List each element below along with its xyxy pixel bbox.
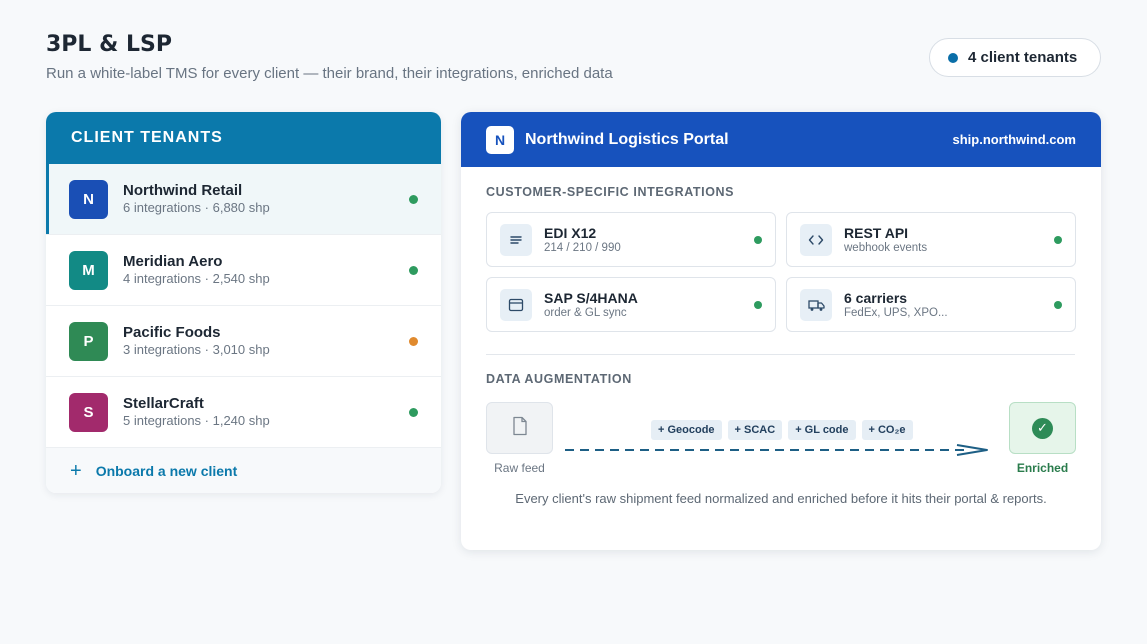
tenant-count-label: 4 client tenants xyxy=(968,49,1078,66)
tenant-avatar: P xyxy=(69,321,108,361)
enriched-node: ✓ xyxy=(1009,402,1076,454)
integration-card-carriers[interactable]: 6 carriers FedEx, UPS, XPO... xyxy=(786,277,1076,332)
augmentation-description: Every client's raw shipment feed normali… xyxy=(515,491,1047,506)
client-tenants-heading: CLIENT TENANTS xyxy=(46,112,441,164)
tenant-meta: 4 integrations · 2,540 shp xyxy=(123,271,270,286)
enrichment-chip: + Geocode xyxy=(651,420,722,440)
integration-title: SAP S/4HANA xyxy=(544,289,638,306)
enrichment-chips: + Geocode + SCAC + GL code + CO₂e xyxy=(651,420,919,440)
portal-header: N Northwind Logistics Portal ship.northw… xyxy=(461,112,1101,167)
integration-subtitle: order & GL sync xyxy=(544,306,627,319)
status-dot-icon xyxy=(754,235,762,244)
status-dot-icon xyxy=(409,407,418,417)
tenant-name: Northwind Retail xyxy=(123,182,243,199)
truck-icon xyxy=(800,288,832,321)
integration-subtitle: FedEx, UPS, XPO... xyxy=(844,306,948,319)
plus-icon: + xyxy=(70,460,82,482)
integration-title: EDI X12 xyxy=(544,224,597,241)
enrichment-chip: + CO₂e xyxy=(861,420,913,440)
integrations-heading: CUSTOMER-SPECIFIC INTEGRATIONS xyxy=(486,185,735,199)
file-icon xyxy=(512,416,528,441)
integration-title: 6 carriers xyxy=(844,289,908,306)
onboard-client-button[interactable]: + Onboard a new client xyxy=(46,448,441,493)
integration-subtitle: webhook events xyxy=(844,241,928,254)
status-dot-icon xyxy=(409,194,418,204)
status-dot-icon xyxy=(948,52,958,63)
check-circle-icon: ✓ xyxy=(1032,417,1053,439)
tenant-name: StellarCraft xyxy=(123,395,204,412)
onboard-client-label: Onboard a new client xyxy=(95,463,238,479)
portal-logo: N xyxy=(486,125,514,154)
portal-preview-panel: N Northwind Logistics Portal ship.northw… xyxy=(461,112,1101,550)
status-dot-icon xyxy=(1054,300,1062,309)
tenant-row-northwind-retail[interactable]: N Northwind Retail 6 integrations · 6,88… xyxy=(46,164,441,235)
integration-card-edi[interactable]: EDI X12 214 / 210 / 990 xyxy=(486,212,776,267)
window-icon xyxy=(500,288,532,321)
status-dot-icon xyxy=(1054,235,1062,244)
raw-feed-label: Raw feed xyxy=(494,461,545,475)
page-title: 3PL & LSP xyxy=(46,32,172,57)
integration-card-rest-api[interactable]: REST API webhook events xyxy=(786,212,1076,267)
tenant-meta: 3 integrations · 3,010 shp xyxy=(123,342,270,357)
tenant-row-meridian-aero[interactable]: M Meridian Aero 4 integrations · 2,540 s… xyxy=(46,235,441,306)
integration-subtitle: 214 / 210 / 990 xyxy=(544,241,621,254)
tenant-avatar: M xyxy=(69,250,108,290)
status-dot-icon xyxy=(754,300,762,309)
client-tenant-count-badge: 4 client tenants xyxy=(929,38,1101,77)
portal-title: Northwind Logistics Portal xyxy=(525,130,729,148)
code-brackets-icon xyxy=(800,223,832,256)
raw-feed-node xyxy=(486,402,553,454)
flow-arrow-icon xyxy=(565,444,988,456)
document-lines-icon xyxy=(500,223,532,256)
section-divider xyxy=(486,354,1075,355)
tenant-avatar: N xyxy=(69,179,108,219)
status-dot-icon xyxy=(409,265,418,275)
integration-title: REST API xyxy=(844,224,909,241)
tenant-meta: 5 integrations · 1,240 shp xyxy=(123,413,270,428)
tenant-meta: 6 integrations · 6,880 shp xyxy=(123,200,270,215)
client-tenants-panel: CLIENT TENANTS N Northwind Retail 6 inte… xyxy=(46,112,441,493)
tenant-avatar: S xyxy=(69,392,108,432)
tenant-name: Pacific Foods xyxy=(123,324,221,341)
enrichment-chip: + SCAC xyxy=(727,420,783,440)
augmentation-heading: DATA AUGMENTATION xyxy=(486,372,632,386)
page-subtitle: Run a white-label TMS for every client —… xyxy=(46,65,613,82)
tenant-name: Meridian Aero xyxy=(123,253,223,270)
status-dot-icon xyxy=(409,336,418,346)
enrichment-chip: + GL code xyxy=(788,420,856,440)
portal-domain-link[interactable]: ship.northwind.com xyxy=(952,132,1077,147)
integration-card-sap[interactable]: SAP S/4HANA order & GL sync xyxy=(486,277,776,332)
tenant-row-pacific-foods[interactable]: P Pacific Foods 3 integrations · 3,010 s… xyxy=(46,306,441,377)
tenant-row-stellarcraft[interactable]: S StellarCraft 5 integrations · 1,240 sh… xyxy=(46,377,441,448)
enriched-label: Enriched xyxy=(1016,461,1069,475)
